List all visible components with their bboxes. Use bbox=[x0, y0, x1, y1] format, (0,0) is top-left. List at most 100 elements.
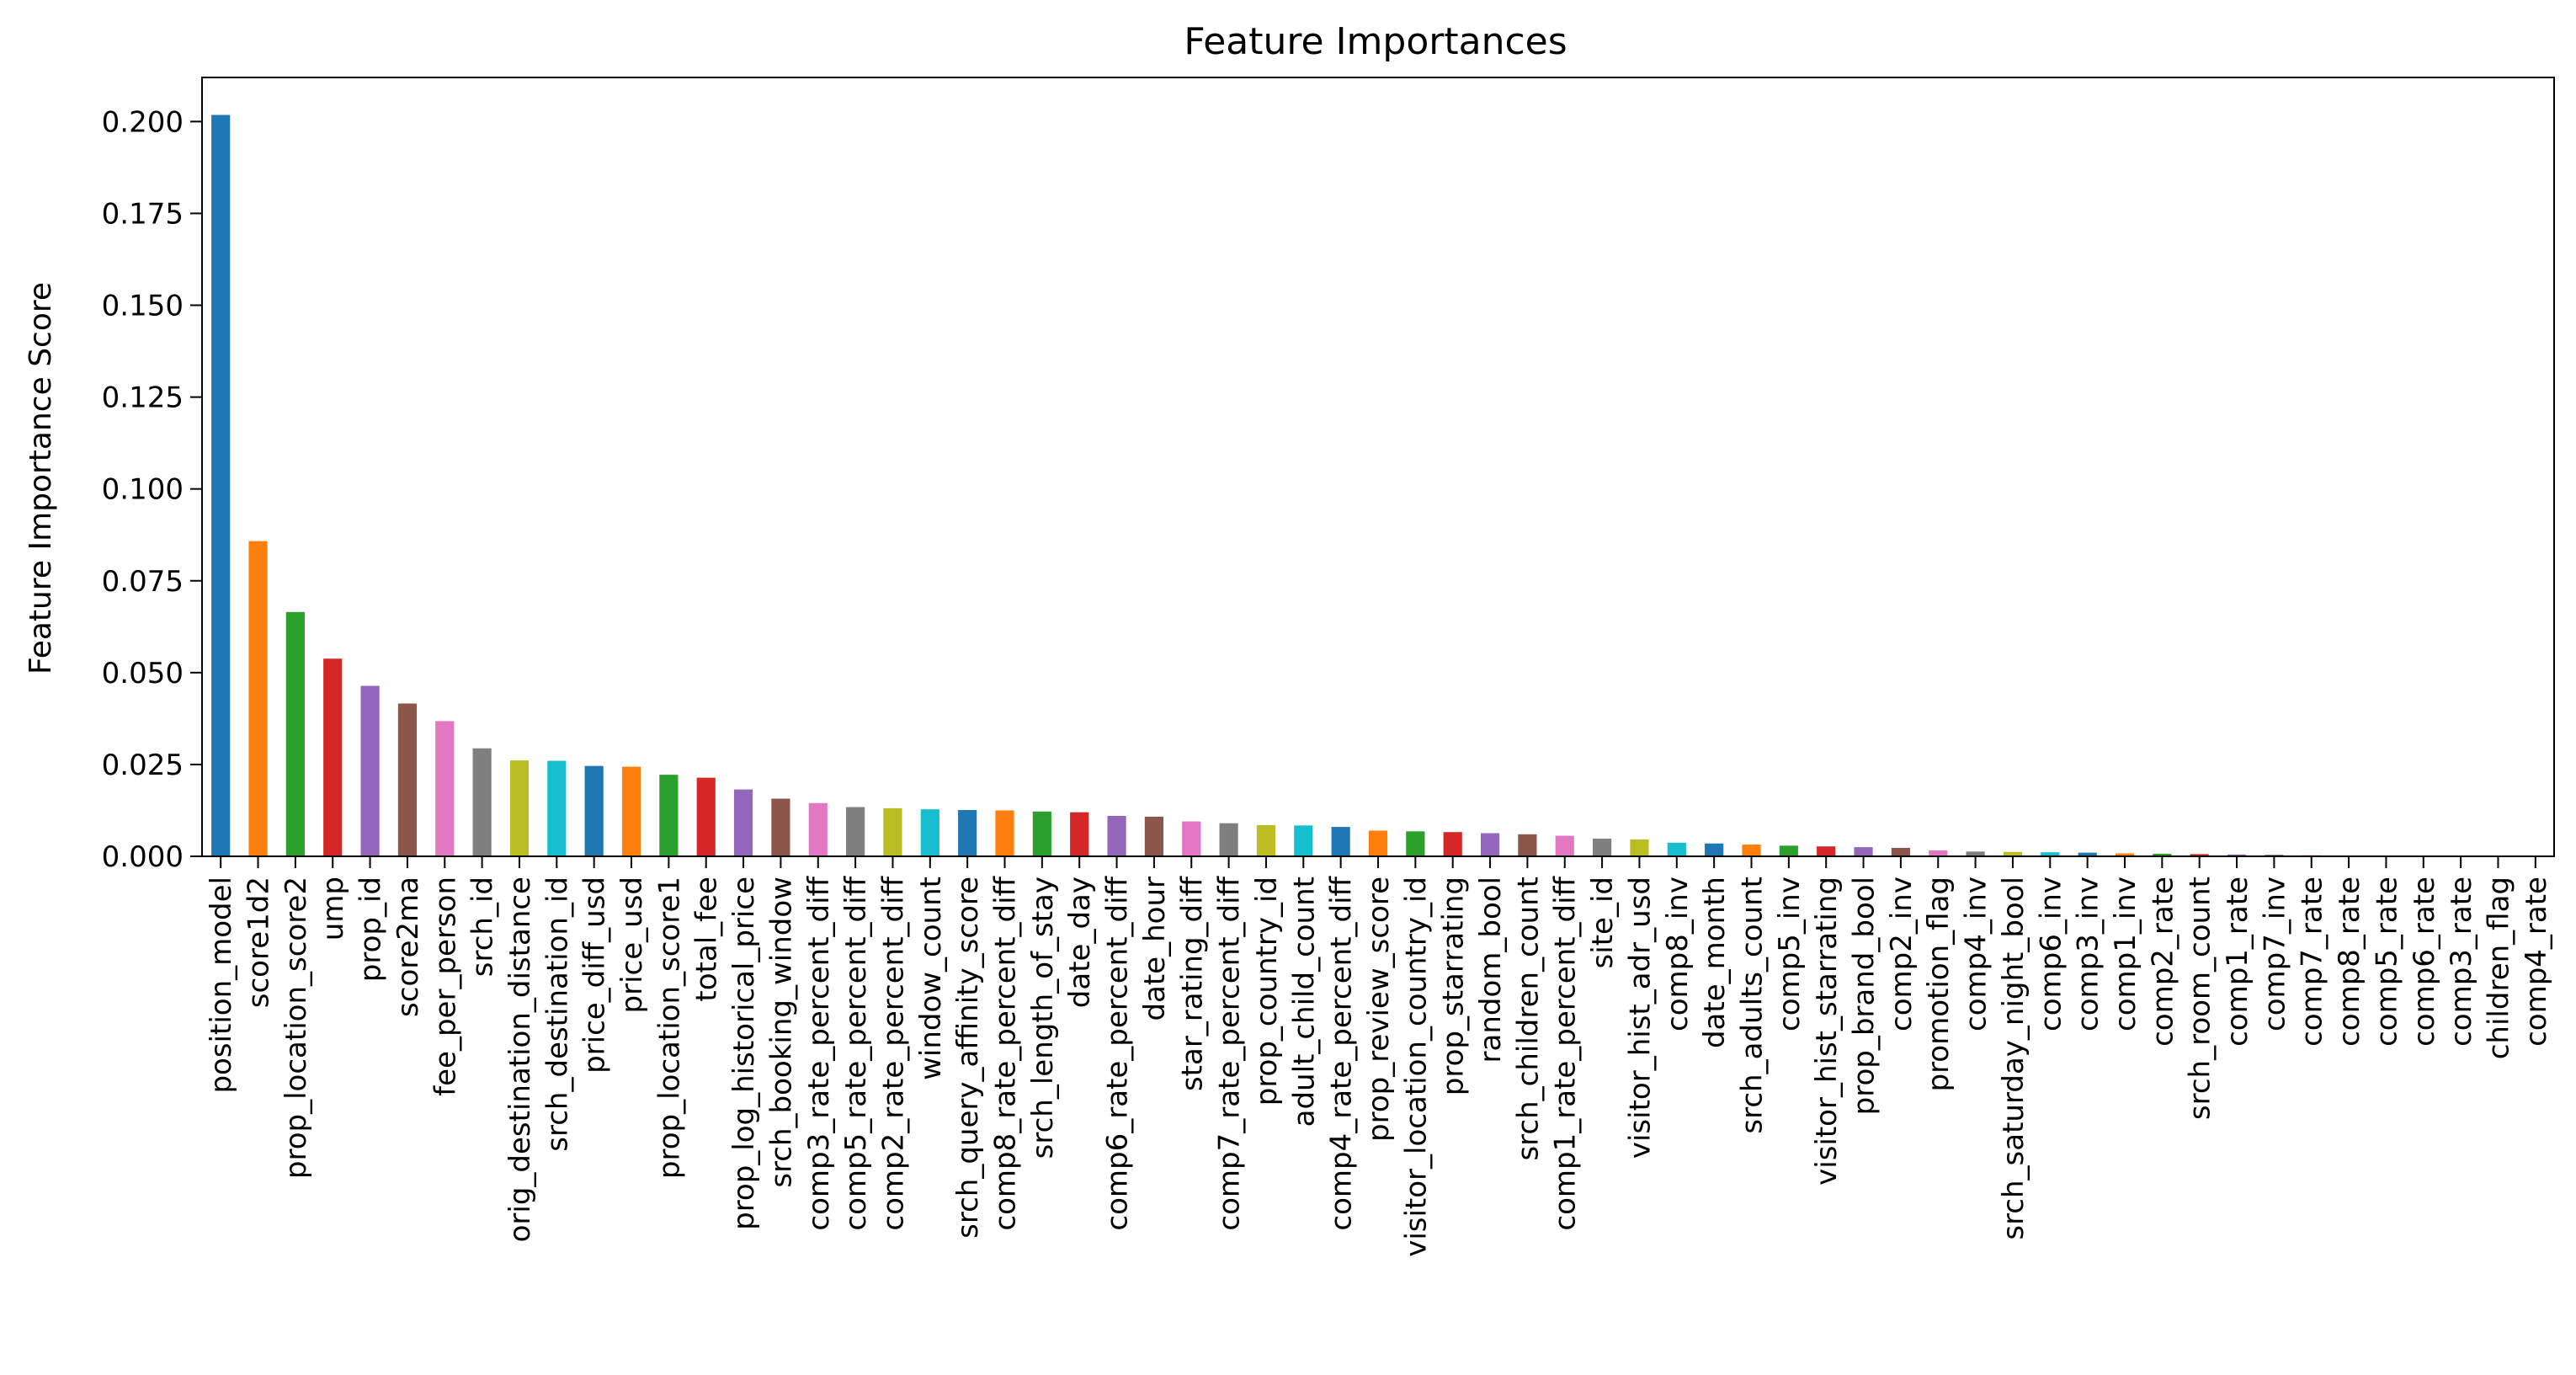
x-tick-label: srch_children_count bbox=[1511, 877, 1545, 1161]
x-tick-label: comp8_rate_percent_diff bbox=[989, 875, 1023, 1230]
bar-visitor-hist-starrating bbox=[1817, 846, 1836, 856]
x-tick-label: srch_id bbox=[466, 877, 500, 977]
x-tick-label: comp2_inv bbox=[1885, 877, 1919, 1031]
bar-promotion-flag bbox=[1929, 850, 1948, 856]
x-tick-label: srch_booking_window bbox=[764, 877, 798, 1188]
x-tick-label: comp7_rate_percent_diff bbox=[1213, 875, 1247, 1230]
bar-srch-id bbox=[472, 748, 492, 856]
x-tick-label: comp7_rate bbox=[2296, 877, 2329, 1047]
bar-window-count bbox=[920, 809, 939, 856]
x-tick-label: comp5_rate_percent_diff bbox=[839, 875, 873, 1230]
x-tick-label: comp8_rate bbox=[2333, 877, 2366, 1047]
x-tick-label: comp2_rate_percent_diff bbox=[876, 875, 910, 1230]
bar-site-id bbox=[1593, 839, 1612, 856]
x-tick-label: comp4_inv bbox=[1960, 877, 1993, 1031]
bar-prop-review-score bbox=[1368, 830, 1388, 856]
x-tick-label: promotion_flag bbox=[1922, 877, 1956, 1092]
bar-comp4-inv bbox=[1966, 851, 1985, 856]
x-tick-label: srch_saturday_night_bool bbox=[1997, 877, 2030, 1240]
x-tick-label: comp8_inv bbox=[1661, 877, 1695, 1031]
x-tick-label: total_fee bbox=[690, 877, 724, 1002]
x-tick-label: comp4_rate bbox=[2520, 877, 2553, 1047]
bar-comp1-rate bbox=[2227, 854, 2247, 856]
bar-orig-destination-distance bbox=[509, 760, 530, 856]
y-tick-label: 0.200 bbox=[102, 105, 184, 139]
bar-fee-per-person bbox=[435, 721, 455, 856]
bar-comp8-rate-percent-diff bbox=[995, 810, 1014, 856]
bar-comp5-inv bbox=[1779, 845, 1798, 856]
bar-comp2-rate bbox=[2153, 853, 2172, 856]
x-tick-label: score1d2 bbox=[242, 877, 276, 1008]
bar-visitor-location-country-id bbox=[1406, 831, 1425, 856]
bar-comp7-rate-percent-diff bbox=[1219, 823, 1238, 856]
y-tick-label: 0.100 bbox=[102, 473, 184, 507]
bar-comp5-rate-percent-diff bbox=[846, 807, 865, 856]
y-tick-label: 0.050 bbox=[102, 657, 184, 690]
x-tick-label: comp3_inv bbox=[2072, 877, 2105, 1031]
bar-date-month bbox=[1705, 843, 1724, 856]
x-tick-label: fee_per_person bbox=[428, 877, 462, 1096]
bar-prop-id bbox=[360, 685, 380, 856]
x-tick-label: score2ma bbox=[391, 877, 425, 1017]
bar-comp1-inv bbox=[2115, 853, 2135, 856]
x-tick-label: comp1_inv bbox=[2109, 877, 2142, 1031]
x-tick-label: comp3_rate_percent_diff bbox=[802, 875, 836, 1230]
bar-prop-log-historical-price bbox=[733, 789, 753, 856]
bar-adult-child-count bbox=[1294, 825, 1313, 856]
bar-ump bbox=[323, 658, 343, 856]
bar-star-rating-diff bbox=[1182, 821, 1201, 856]
y-tick-label: 0.175 bbox=[102, 197, 184, 231]
y-tick-label: 0.000 bbox=[102, 840, 184, 874]
x-tick-label: visitor_hist_starrating bbox=[1810, 877, 1844, 1186]
x-tick-label: children_flag bbox=[2482, 877, 2515, 1059]
bar-score1d2 bbox=[248, 541, 268, 856]
bar-comp2-rate-percent-diff bbox=[883, 807, 902, 856]
x-tick-label: visitor_location_country_id bbox=[1399, 877, 1433, 1257]
bar-comp1-rate-percent-diff bbox=[1555, 835, 1574, 856]
bar-price-diff-usd bbox=[584, 765, 604, 856]
y-axis: 0.000 0.025 0.050 0.075 0.100 0.125 0.150 0.175… bbox=[102, 105, 202, 874]
bar-srch-room-count bbox=[2190, 854, 2209, 856]
bar-prop-country-id bbox=[1256, 824, 1276, 856]
x-tick-label: date_hour bbox=[1138, 877, 1172, 1021]
plot-frame bbox=[201, 77, 2555, 857]
x-tick-label: comp4_rate_percent_diff bbox=[1325, 875, 1359, 1230]
bar-prop-location-score1 bbox=[659, 775, 679, 856]
x-tick-label: prop_brand_bool bbox=[1848, 877, 1881, 1115]
y-axis-label: Feature Importance Score bbox=[24, 282, 58, 674]
bar-srch-length-of-stay bbox=[1032, 811, 1051, 856]
x-tick-label: star_rating_diff bbox=[1175, 875, 1209, 1091]
bar-prop-starrating bbox=[1443, 832, 1462, 856]
x-tick-label: window_count bbox=[914, 877, 948, 1080]
y-tick-label: 0.025 bbox=[102, 749, 184, 782]
x-tick-label: comp3_rate bbox=[2445, 877, 2478, 1047]
x-tick-label: adult_child_count bbox=[1287, 877, 1321, 1127]
x-axis: position_model score1d2 prop_location_scor… bbox=[205, 856, 2553, 1257]
bar-srch-children-count bbox=[1518, 834, 1537, 856]
bar-comp2-inv bbox=[1891, 847, 1910, 856]
bar-position-model bbox=[211, 115, 231, 857]
bar-price-usd bbox=[621, 766, 641, 856]
x-tick-label: srch_room_count bbox=[2184, 877, 2217, 1120]
bar-comp6-rate-percent-diff bbox=[1107, 816, 1126, 856]
x-tick-label: prop_id bbox=[354, 877, 388, 982]
x-tick-label: comp2_rate bbox=[2146, 877, 2179, 1047]
bars bbox=[211, 115, 2545, 857]
x-tick-label: price_usd bbox=[615, 877, 649, 1013]
x-tick-label: position_model bbox=[205, 877, 238, 1094]
x-tick-label: random_bool bbox=[1474, 877, 1508, 1063]
bar-visitor-hist-adr-usd bbox=[1630, 839, 1649, 856]
bar-srch-booking-window bbox=[771, 798, 790, 856]
x-tick-label: date_day bbox=[1063, 877, 1097, 1008]
x-tick-label: comp1_rate bbox=[2221, 877, 2254, 1047]
bar-srch-query-affinity-score bbox=[958, 810, 977, 856]
x-tick-label: ump bbox=[317, 877, 350, 941]
bar-score2ma bbox=[397, 703, 418, 856]
x-tick-label: comp7_inv bbox=[2258, 877, 2291, 1031]
x-tick-label: srch_length_of_stay bbox=[1026, 877, 1060, 1159]
y-tick-label: 0.125 bbox=[102, 381, 184, 415]
x-tick-label: srch_destination_id bbox=[540, 877, 574, 1152]
